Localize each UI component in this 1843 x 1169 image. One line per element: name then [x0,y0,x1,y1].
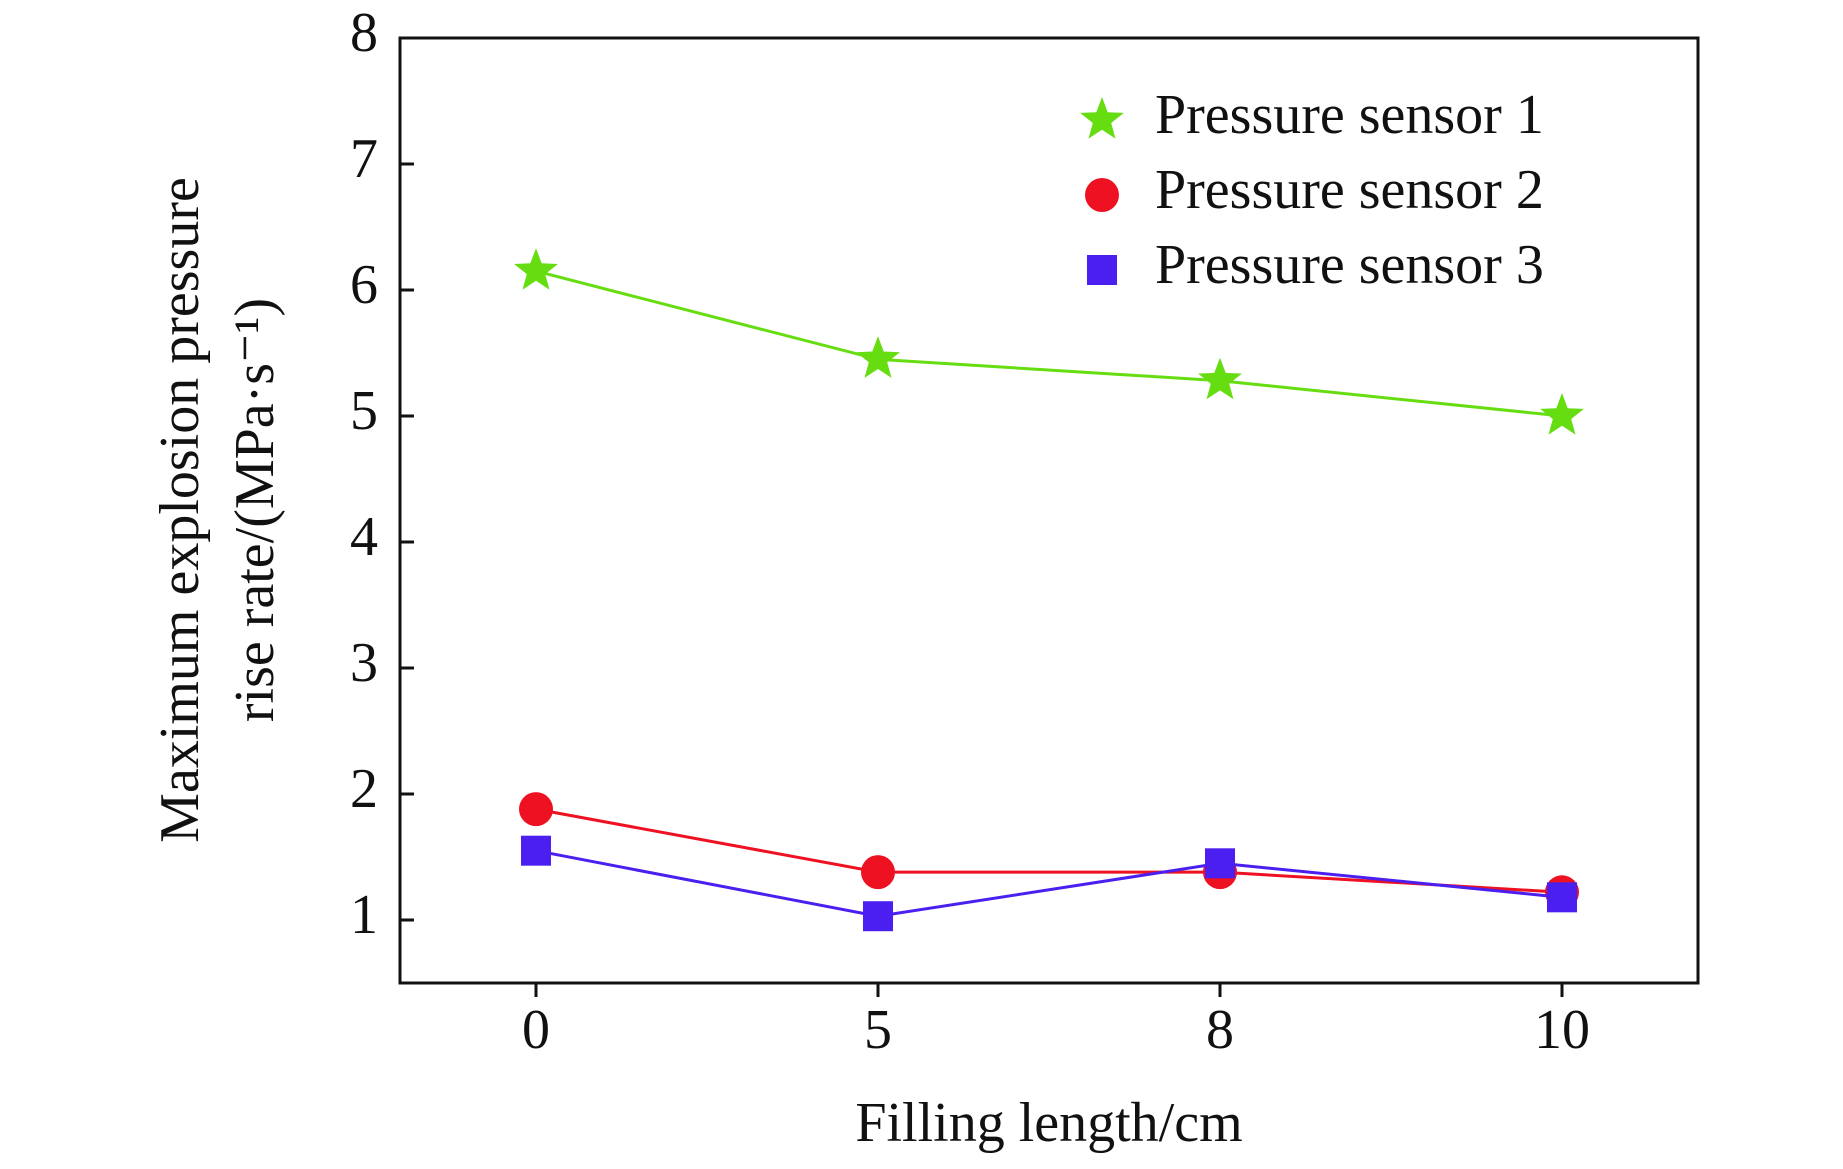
y-axis-title-line: Maximum explosion pressure [149,177,211,843]
x-tick-label: 8 [1206,999,1234,1061]
x-tick-label: 5 [864,999,892,1061]
plot-frame [398,36,1700,985]
marker-square [1087,255,1117,285]
y-tick-label: 8 [350,2,378,64]
marker-square [521,835,551,866]
y-tick-label: 1 [350,884,378,946]
legend-label: Pressure sensor 3 [1155,234,1544,296]
series-line [535,849,1563,918]
marker-star [1198,357,1242,400]
y-tick-label: 3 [350,632,378,694]
y-axis-title: Maximum explosion pressure rise rate/(MP… [149,177,286,843]
marker-square [1547,882,1577,913]
series-line [535,269,1563,418]
marker-star [856,336,900,378]
marker-circle [519,792,553,827]
marker-star [1080,97,1124,139]
y-tick-label: 6 [350,254,378,316]
legend-label: Pressure sensor 1 [1155,84,1544,146]
marker-square [1205,848,1235,879]
y-tick-label: 7 [350,128,378,190]
series-line [535,807,1563,894]
marker-star [514,248,558,290]
y-axis-title-line: rise rate/(MPa·s⁻¹) [224,298,286,722]
legend-label: Pressure sensor 2 [1155,159,1544,221]
marker-star [1540,393,1584,435]
y-tick-label: 4 [350,506,378,568]
x-tick-label: 0 [522,999,550,1061]
y-tick-label: 2 [350,758,378,820]
marker-square [863,901,893,932]
x-tick-label: 10 [1534,999,1590,1061]
marker-circle [861,855,895,890]
x-axis-title: Filling length/cm [855,1092,1242,1154]
marker-circle [1085,178,1119,212]
y-tick-label: 5 [350,380,378,442]
